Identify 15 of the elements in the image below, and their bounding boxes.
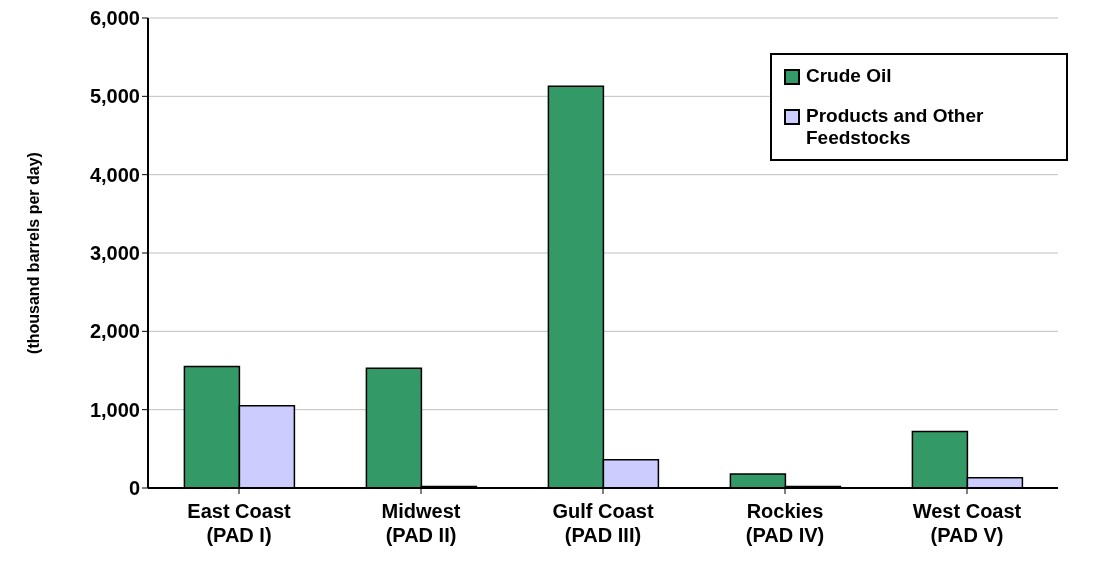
y-tick-label: 0 [128,477,140,500]
y-tick-label: 2,000 [89,320,140,343]
x-tick-label: Midwest (PAD II) [381,500,461,546]
y-tick-label: 6,000 [89,7,140,30]
x-tick-label: East Coast (PAD I) [187,500,292,546]
y-tick-label: 3,000 [89,242,140,265]
x-tick-label: Gulf Coast (PAD III) [552,500,654,546]
x-tick-label: West Coast (PAD V) [912,500,1022,546]
y-tick-label: 5,000 [89,85,140,108]
x-tick-label: Rockies (PAD IV) [745,500,825,546]
legend-label: Products and Other Feedstocks [806,105,985,149]
y-tick-label: 1,000 [89,398,140,421]
legend-label: Crude Oil [806,65,892,87]
y-tick-label: 4,000 [89,163,140,186]
y-axis-title: (thousand barrels per day) [24,152,42,354]
